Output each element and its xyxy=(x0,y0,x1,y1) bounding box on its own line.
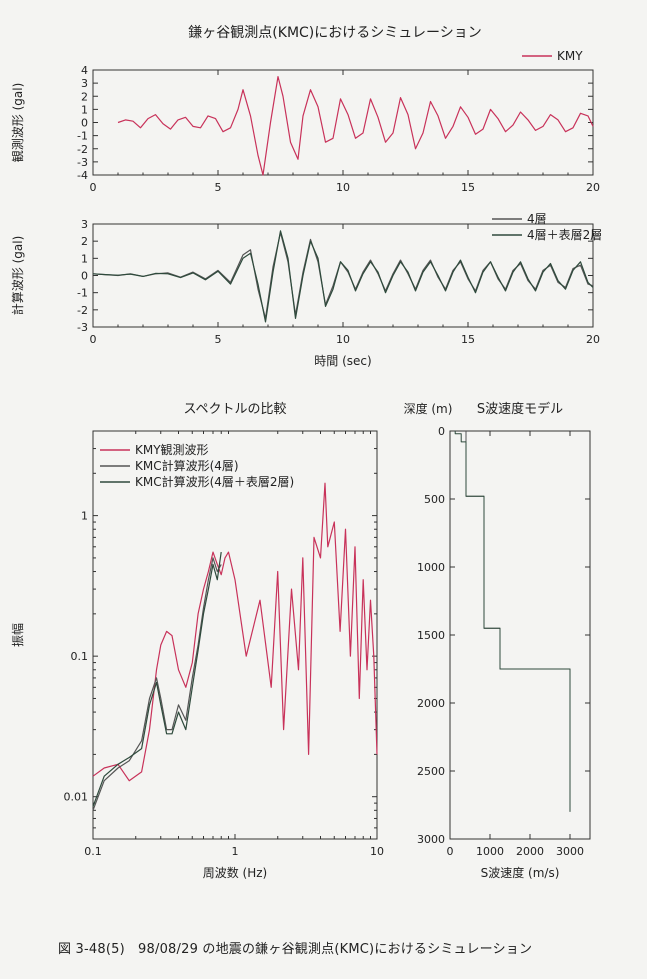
y-tick-label: 3 xyxy=(81,77,88,90)
y-tick-label: 3 xyxy=(81,218,88,231)
series-line-1 xyxy=(92,482,378,782)
series-line-1 xyxy=(465,431,571,812)
y-tick-label: 0 xyxy=(81,270,88,283)
series-line-1 xyxy=(92,232,594,319)
x-tick-label: 15 xyxy=(461,181,475,194)
legend-label: KMC計算波形(4層＋表層2層) xyxy=(135,474,294,489)
y-tick-label: 1 xyxy=(81,103,88,116)
x-tick-label: 20 xyxy=(586,181,600,194)
x-tick-label: 10 xyxy=(370,845,384,858)
y-tick-label: 4 xyxy=(81,64,88,77)
x-tick-label: 1 xyxy=(232,845,239,858)
y-tick-label: -1 xyxy=(77,287,88,300)
y-tick-label: 1000 xyxy=(417,561,445,574)
series-line-2 xyxy=(454,431,571,812)
legend-label: KMC計算波形(4層) xyxy=(135,458,239,473)
x-tick-label: 0 xyxy=(447,845,454,858)
x-tick-label: 5 xyxy=(215,333,222,346)
plot-frame xyxy=(92,69,594,176)
y-tick-label: -4 xyxy=(77,169,88,182)
y-tick-label: 2500 xyxy=(417,765,445,778)
chart-title: S波速度モデル xyxy=(477,401,563,417)
x-axis-label: S波速度 (m/s) xyxy=(481,865,560,880)
x-tick-label: 10 xyxy=(336,181,350,194)
series-line-3 xyxy=(92,552,222,807)
y-tick-label: 3000 xyxy=(417,833,445,846)
y-tick-label: 1 xyxy=(81,252,88,265)
x-tick-label: 15 xyxy=(461,333,475,346)
x-tick-label: 3000 xyxy=(556,845,584,858)
y-tick-label: 0.01 xyxy=(64,791,89,804)
y-tick-label: 0 xyxy=(438,425,445,438)
x-tick-label: 2000 xyxy=(516,845,544,858)
y-tick-label: 0 xyxy=(81,117,88,130)
chart-title: スペクトルの比較 xyxy=(183,402,286,417)
y-axis-label: 計算波形 (gal) xyxy=(10,236,25,315)
y-tick-label: 500 xyxy=(424,493,445,506)
x-axis-label: 周波数 (Hz) xyxy=(203,865,268,880)
plot-frame xyxy=(92,430,378,840)
y-tick-label: 2 xyxy=(81,235,88,248)
plot-frame xyxy=(92,223,594,328)
legend-label: KMY観測波形 xyxy=(135,443,209,457)
y-tick-label: 1500 xyxy=(417,629,445,642)
y-axis-label: 深度 (m) xyxy=(404,401,453,416)
x-axis-label: 時間 (sec) xyxy=(314,354,371,368)
legend-label: 4層＋表層2層 xyxy=(527,228,602,242)
y-tick-label: -1 xyxy=(77,130,88,143)
y-tick-label: -3 xyxy=(77,321,88,334)
y-tick-label: -2 xyxy=(77,143,88,156)
legend-label: KMY xyxy=(557,49,583,63)
y-tick-label: -3 xyxy=(77,156,88,169)
series-line-1 xyxy=(117,75,594,176)
x-tick-label: 0 xyxy=(90,333,97,346)
figure-caption: 図 3-48(5) 98/08/29 の地震の鎌ヶ谷観測点(KMC)におけるシミ… xyxy=(58,942,533,957)
y-tick-label: 1 xyxy=(81,510,88,523)
plot-frame xyxy=(449,430,591,840)
y-tick-label: 0.1 xyxy=(71,650,89,663)
y-tick-label: 2 xyxy=(81,90,88,103)
x-tick-label: 0.1 xyxy=(84,845,102,858)
x-tick-label: 20 xyxy=(586,333,600,346)
figure-title: 鎌ヶ谷観測点(KMC)におけるシミュレーション xyxy=(188,24,481,41)
panel-s_wave_velocity_model: 0 1000 2000 3000050010001500200025003000S波速… xyxy=(404,401,591,880)
legend-label: 4層 xyxy=(527,212,547,226)
x-tick-label: 5 xyxy=(215,181,222,194)
x-tick-label: 0 xyxy=(90,181,97,194)
y-axis-label: 振幅 xyxy=(10,623,25,647)
x-tick-label: 1000 xyxy=(476,845,504,858)
y-tick-label: 2000 xyxy=(417,697,445,710)
y-axis-label: 観測波形 (gal) xyxy=(11,83,25,162)
x-tick-label: 10 xyxy=(336,333,350,346)
series-line-2 xyxy=(92,557,222,811)
y-tick-label: -2 xyxy=(77,304,88,317)
series-line-2 xyxy=(92,230,594,323)
